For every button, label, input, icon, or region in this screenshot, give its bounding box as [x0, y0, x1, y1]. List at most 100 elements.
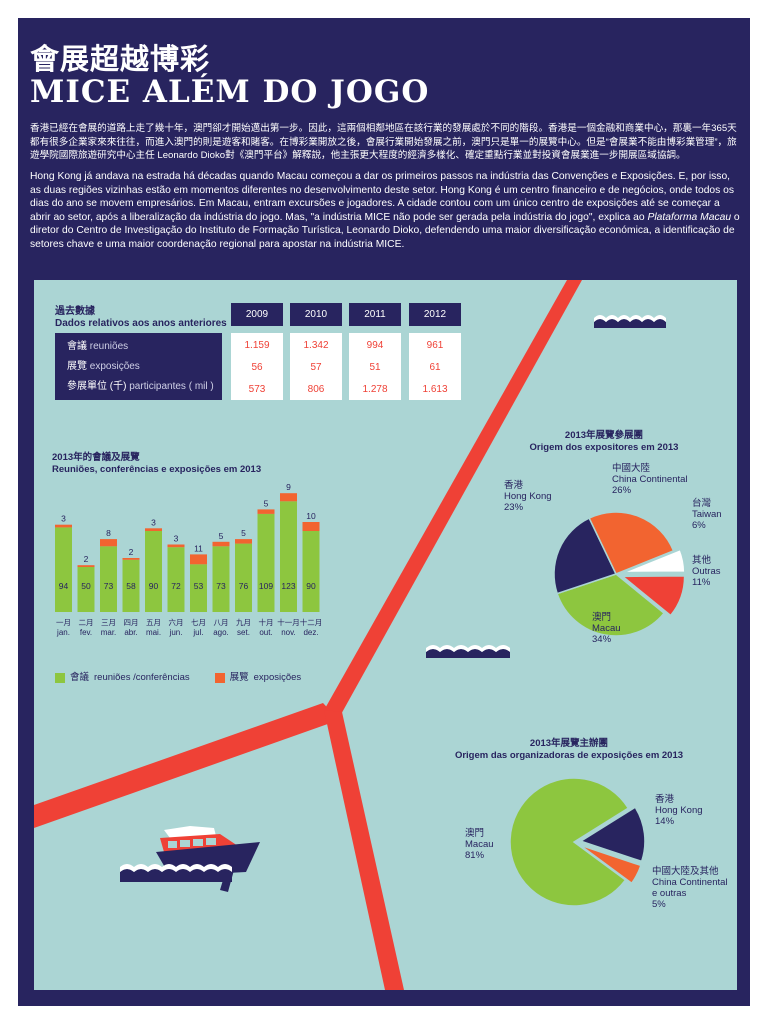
pie-slice-china-continental — [588, 511, 675, 575]
bar-label-exhibitions: 5 — [241, 528, 246, 538]
legend-label: exposições — [253, 672, 302, 683]
pie1-label-macau: 澳門 Macau 34% — [592, 612, 621, 645]
red-road-west — [34, 703, 339, 828]
red-road-north — [323, 280, 582, 718]
x-tick-zh: 八月 — [214, 618, 229, 627]
pie1-label-hongkong: 香港 Hong Kong 23% — [504, 480, 552, 513]
bar-exhibitions — [77, 565, 95, 567]
x-tick-zh: 九月 — [236, 618, 251, 627]
title-portuguese: MICE ALÉM DO JOGO — [30, 74, 430, 110]
bar-exhibitions — [212, 541, 230, 547]
table-cell: 806 — [307, 384, 325, 395]
bar-exhibitions — [167, 544, 185, 548]
pie2-title: 2013年展覽主辦團 Origem das organizadoras de ex… — [434, 738, 704, 762]
bar-label-exhibitions: 5 — [264, 498, 269, 508]
legend-label: reuniões /conferências — [94, 672, 190, 683]
infographic-panel: 過去數據 Dados relativos aos anos anteriores … — [34, 280, 737, 990]
table-cell: 1.613 — [422, 384, 448, 395]
bar-exhibitions — [235, 539, 252, 544]
x-tick: mai. — [146, 628, 161, 637]
table-column: 1.159 56 573 — [231, 333, 283, 400]
pie-slice-hong-kong — [553, 517, 618, 595]
x-tick: set. — [237, 628, 250, 637]
x-tick: fev. — [80, 628, 92, 637]
bar-label-meetings: 58 — [126, 581, 136, 591]
bar-label-meetings: 94 — [59, 581, 69, 591]
x-tick-zh: 五月 — [146, 618, 161, 627]
x-tick: dez. — [303, 628, 318, 637]
map-decoration — [34, 280, 666, 990]
row-label-meetings: 會議 reuniões — [67, 337, 222, 357]
year-header: 2009 — [231, 303, 283, 326]
x-tick: jan. — [56, 628, 70, 637]
bar-chart-title-zh: 2013年的會議及展覽 — [52, 452, 140, 463]
intro-text-2: o diretor do Centro de Investigação do I… — [30, 211, 740, 250]
x-tick: mar. — [101, 628, 117, 637]
title-chinese: 會展超越博彩 — [30, 44, 211, 76]
row-label-pt: exposições — [89, 361, 140, 372]
pie2-label-china: 中國大陸及其他 China Continental e outras 5% — [652, 866, 728, 910]
bar-label-meetings: 53 — [194, 581, 204, 591]
bar-label-meetings: 90 — [306, 581, 316, 591]
intro-chinese: 香港已經在會展的道路上走了幾十年，澳門卻才開始邁出第一步。因此，這兩個相鄰地區在… — [30, 123, 737, 162]
x-tick: ago. — [213, 628, 229, 637]
legend-label-zh: 展覽 — [229, 672, 249, 683]
pie1-label-others: 其他 Outras 11% — [692, 555, 721, 588]
bar-meetings — [212, 546, 230, 612]
bar-label-exhibitions: 2 — [129, 547, 134, 557]
table-title: 過去數據 Dados relativos aos anos anteriores — [55, 306, 227, 330]
x-tick-zh: 十二月 — [300, 617, 323, 627]
bar-exhibitions — [55, 524, 72, 528]
table-column: 961 61 1.613 — [409, 333, 461, 400]
red-road-south — [324, 710, 404, 990]
x-tick-zh: 四月 — [124, 618, 139, 627]
pie-slice-hong-kong — [579, 806, 646, 863]
x-tick: abr. — [124, 628, 137, 637]
table-cell: 61 — [429, 362, 441, 373]
bar-meetings — [100, 546, 117, 612]
table-cell: 57 — [310, 362, 322, 373]
bar-meetings — [167, 547, 185, 612]
bar-meetings — [302, 531, 320, 612]
bar-exhibitions — [100, 539, 117, 547]
bar-label-exhibitions: 3 — [174, 534, 179, 544]
bar-legend: 會議 reuniões /conferências 展覽 exposições — [55, 672, 301, 683]
bar-meetings — [145, 531, 162, 612]
row-label-participants: 參展單位 (千) participantes ( mil ) — [67, 377, 222, 397]
pie-slice-china-continental-e-outras — [579, 844, 642, 885]
bar-label-meetings: 73 — [104, 581, 114, 591]
x-tick-zh: 七月 — [191, 618, 206, 627]
table-cell: 1.342 — [303, 340, 329, 351]
table-cell: 1.278 — [362, 384, 388, 395]
pie2-label-hongkong: 香港 Hong Kong 14% — [655, 794, 703, 827]
x-tick-zh: 十一月 — [277, 617, 300, 627]
pie-slice-outras — [620, 575, 686, 617]
legend-swatch-exhibitions — [214, 672, 225, 683]
x-tick-zh: 六月 — [169, 617, 184, 627]
row-label-zh: 會議 — [67, 341, 87, 352]
x-tick: jul. — [192, 628, 203, 637]
bar-exhibitions — [280, 493, 297, 502]
bar-label-exhibitions: 10 — [306, 511, 316, 521]
bar-meetings — [280, 501, 297, 612]
row-label-zh: 展覽 — [67, 361, 87, 372]
table-title-zh: 過去數據 — [55, 306, 95, 317]
row-label-pt: reuniões — [89, 341, 129, 352]
x-tick: out. — [259, 628, 272, 637]
bar-label-meetings: 50 — [81, 581, 91, 591]
year-header: 2010 — [290, 303, 342, 326]
bar-exhibitions — [257, 509, 275, 514]
bar-label-meetings: 76 — [239, 581, 249, 591]
wave-icon — [426, 645, 510, 658]
x-tick-zh: 二月 — [79, 618, 94, 627]
pie1-title-zh: 2013年展覽參展團 — [564, 430, 644, 441]
bar-exhibitions — [302, 522, 320, 531]
pie2-label-macau: 澳門 Macau 81% — [465, 828, 494, 861]
bar-label-exhibitions: 3 — [151, 517, 156, 527]
bar-label-meetings: 109 — [259, 581, 273, 591]
bar-exhibitions — [145, 528, 162, 531]
bar-meetings — [235, 543, 252, 612]
bar-meetings — [257, 513, 275, 612]
legend-label-zh: 會議 — [70, 672, 90, 683]
pie-chart-exhibitors — [553, 511, 686, 637]
